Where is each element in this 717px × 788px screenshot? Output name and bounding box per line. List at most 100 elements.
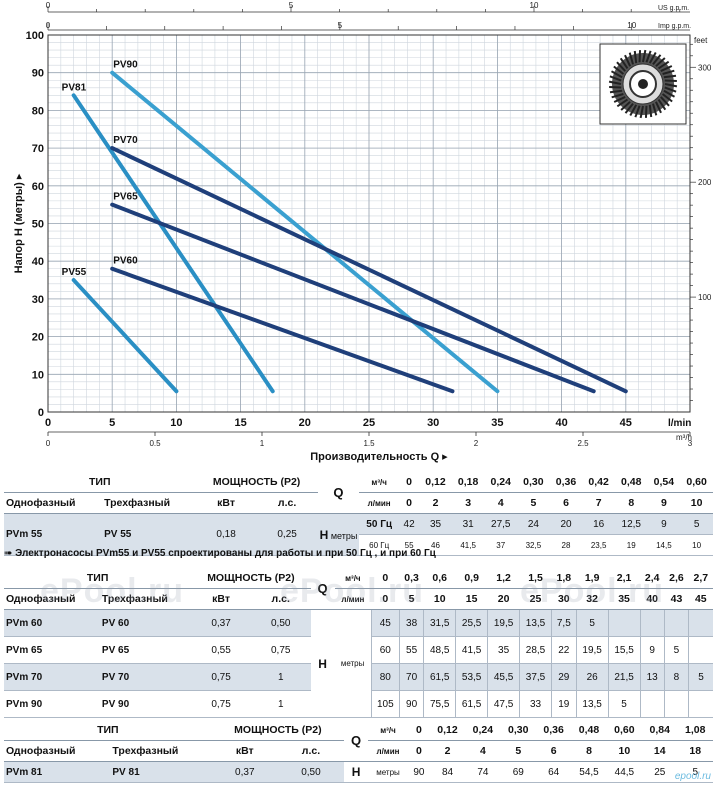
head-cell: 70 [398, 663, 424, 691]
series-line-pv81 [71, 93, 275, 394]
impeller-vane [658, 60, 670, 70]
imp-gpm-tick-label: 5 [338, 21, 343, 30]
head-cell: 41,5 [455, 636, 488, 664]
q-m3-cell: 0,12 [419, 472, 452, 493]
impeller-vane [629, 104, 638, 117]
head-cell: 12,5 [614, 513, 648, 535]
q-m3-cell: 0,12 [429, 720, 466, 741]
kw-header: кВт [211, 740, 278, 762]
q-m3-cell: 0,60 [606, 720, 643, 741]
impeller-vane [616, 61, 626, 72]
head-cell: 35 [419, 513, 452, 535]
head-cell: 16 [582, 513, 615, 535]
head-cell: 31,5 [423, 609, 456, 637]
impeller-vane [657, 99, 667, 111]
y-tick-label: 40 [32, 256, 44, 268]
unit-m3h: м³/ч [334, 568, 372, 589]
x-tick-label: 10 [170, 417, 182, 429]
x-tick-label: 25 [363, 417, 375, 429]
q-lmin-cell: 14 [642, 740, 678, 762]
series-line-pv65 [110, 202, 596, 394]
y-tick-label: 90 [32, 68, 44, 80]
head-cell: 75,5 [423, 690, 456, 718]
table-pv55: ТИП МОЩНОСТЬ (P2) Q м³/ч 0 0,12 0,18 0,2… [4, 472, 713, 556]
model-single: PVm 55 [4, 513, 103, 556]
impeller-vane [661, 93, 673, 103]
series-line-pv90 [110, 70, 500, 394]
head-cell: 69 [500, 761, 536, 783]
q-lmin-cell: 0 [399, 492, 420, 514]
head-cell: 48,5 [423, 636, 456, 664]
head-cell: 29 [550, 663, 577, 691]
head-cell: 22 [550, 636, 577, 664]
m3h-tick-label: 1 [260, 439, 265, 448]
head-cell: 53,5 [455, 663, 488, 691]
m3h-tick-label: 1.5 [363, 439, 375, 448]
q-label: Q [344, 720, 369, 762]
q-m3-cell: 0,30 [517, 472, 550, 493]
series-label-pv90: PV90 [113, 60, 138, 71]
q-lmin-cell: 5 [517, 492, 550, 514]
y-tick-label: 30 [32, 294, 44, 306]
q-m3-cell: 1,5 [519, 568, 552, 589]
q-lmin-cell: 10 [423, 588, 456, 610]
hp-header: л.с. [250, 588, 311, 610]
power-header: МОЩНОСТЬ (P2) [191, 568, 311, 589]
series-line-pv70 [110, 146, 628, 394]
power-kw: 0,75 [191, 690, 251, 718]
q-lmin-cell: 5 [399, 588, 424, 610]
impeller-vane [624, 54, 631, 67]
hp-header: л.с. [277, 740, 345, 762]
h-label: H [344, 761, 369, 783]
q-m3-cell: 0,36 [535, 720, 572, 741]
feet-tick-label: 100 [698, 293, 712, 302]
imp-gpm-unit: Imp g.p.m. [658, 23, 691, 30]
q-lmin-cell: 3 [451, 492, 485, 514]
model-single: PVm 81 [4, 761, 111, 783]
q-lmin-cell: 2 [419, 492, 452, 514]
unit-m3h: м³/ч [359, 472, 399, 493]
table-row: PVm 70 PV 70 0,75 1 80 70 61,5 53,5 45,5 37,5 29 26… [4, 663, 713, 691]
head-cell: 14,5 [647, 534, 681, 556]
head-cell [607, 609, 641, 637]
q-m3-cell: 0,24 [465, 720, 501, 741]
head-cell: 13,5 [519, 609, 552, 637]
q-m3-cell: 1,2 [487, 568, 520, 589]
site-logo: epool.ru [674, 771, 711, 782]
imp-gpm-tick-label: 10 [627, 21, 636, 30]
q-lmin-cell: 18 [677, 740, 713, 762]
q-m3-cell: 2,4 [640, 568, 665, 589]
q-lmin-cell: 0 [371, 588, 400, 610]
power-kw: 0,37 [191, 609, 251, 637]
y-tick-label: 60 [32, 181, 44, 193]
head-cell: 38 [398, 609, 424, 637]
head-cell: 74 [465, 761, 501, 783]
impeller-vane [664, 86, 677, 93]
head-cell: 5 [607, 690, 641, 718]
power-kw: 0,37 [211, 761, 278, 783]
impeller-vane [652, 54, 662, 66]
series-label-pv65: PV65 [113, 192, 138, 203]
head-cell: 55 [398, 636, 424, 664]
series-line-pv55 [71, 278, 179, 394]
q-lmin-cell: 6 [549, 492, 583, 514]
impeller-vane [664, 83, 678, 88]
head-cell: 10 [680, 534, 713, 556]
impeller-vane [616, 98, 628, 108]
head-cell: 60 [370, 636, 400, 664]
h-unit: метры [368, 761, 408, 783]
head-cell: 19 [614, 534, 648, 556]
q-m3-cell: 0,9 [455, 568, 488, 589]
x-tick-label: 35 [491, 417, 503, 429]
q-lmin-cell: 43 [664, 588, 689, 610]
q-m3-cell: 0,48 [571, 720, 607, 741]
three-phase-header: Трехфазный [102, 492, 196, 514]
x-tick-label: 0 [45, 417, 51, 429]
head-cell: 37 [484, 534, 518, 556]
head-cell: 19 [550, 690, 577, 718]
head-cell [688, 609, 713, 637]
head-cell: 45,5 [487, 663, 520, 691]
q-lmin-cell: 0 [407, 740, 430, 762]
head-cell: 5 [575, 609, 609, 637]
impeller-vane [639, 105, 644, 119]
